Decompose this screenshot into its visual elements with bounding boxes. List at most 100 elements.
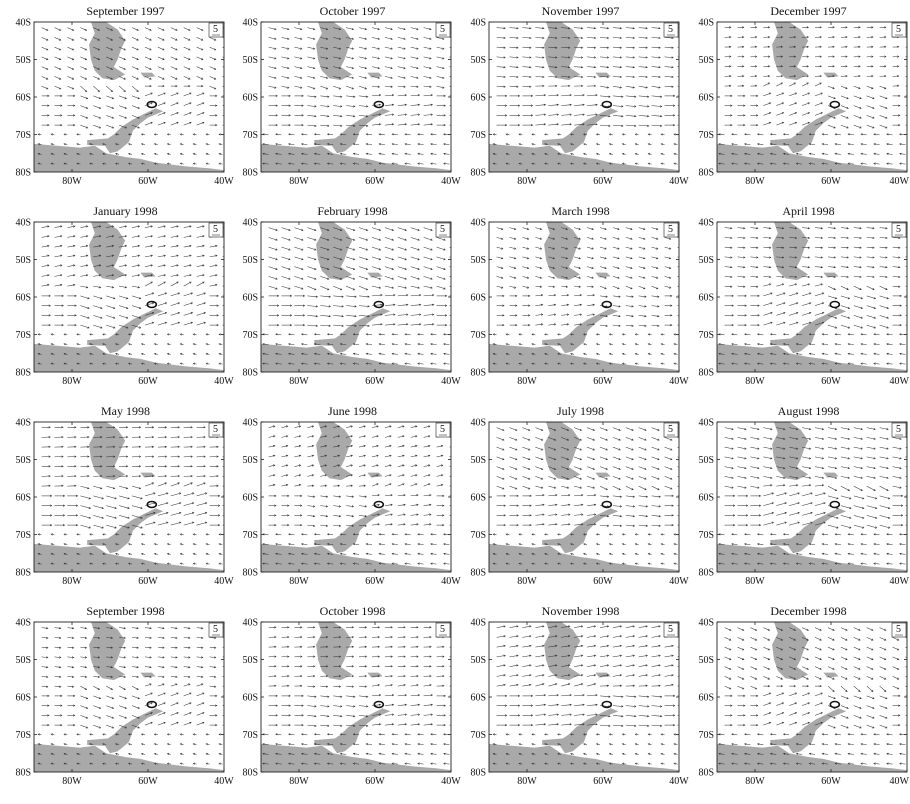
wind-arrowhead <box>608 95 611 98</box>
wind-arrowhead <box>871 36 874 39</box>
wind-arrowhead <box>552 276 556 279</box>
wind-arrowhead <box>768 266 772 269</box>
wind-arrowhead <box>731 294 734 297</box>
wind-arrowhead <box>794 102 798 105</box>
wind-vector <box>763 122 771 126</box>
wind-vector <box>731 363 738 365</box>
lat-tick-label: 80S <box>15 168 31 179</box>
map-panel: May 1998 5 40S 50S 60S 70S 80S 80W 60W 40W <box>0 400 234 600</box>
wind-vector <box>371 504 380 506</box>
wind-arrowhead <box>544 352 547 356</box>
wind-vector <box>757 163 764 165</box>
wind-arrowhead <box>391 162 394 165</box>
wind-arrowhead <box>111 254 115 257</box>
wind-arrowhead <box>314 238 317 241</box>
wind-arrowhead <box>179 521 182 524</box>
wind-arrowhead <box>376 474 379 477</box>
wind-vector <box>892 237 901 239</box>
wind-arrowhead <box>618 295 621 298</box>
wind-arrowhead <box>872 106 875 109</box>
wind-vector <box>106 56 113 60</box>
wind-arrowhead <box>860 143 863 146</box>
wind-arrowhead <box>338 505 342 508</box>
wind-arrowhead <box>140 516 143 519</box>
wind-vector <box>314 143 321 145</box>
wind-arrowhead <box>430 533 433 536</box>
wind-arrowhead <box>192 521 195 524</box>
wind-vector <box>776 312 786 316</box>
wind-vector <box>840 95 849 99</box>
wind-arrowhead <box>74 304 77 307</box>
wind-vector <box>358 266 368 270</box>
wind-vector <box>599 324 608 327</box>
wind-vector <box>93 46 100 51</box>
wind-arrowhead <box>647 162 650 165</box>
wind-arrowhead <box>442 504 445 507</box>
wind-vector <box>141 363 146 365</box>
wind-vector <box>41 284 50 287</box>
wind-vector <box>353 363 360 365</box>
wind-vector <box>612 266 620 269</box>
wind-arrowhead <box>555 66 558 69</box>
wind-arrowhead <box>794 227 798 230</box>
wind-arrowhead <box>743 227 746 230</box>
lat-tick-label: 70S <box>698 330 714 341</box>
wind-vector <box>307 276 317 280</box>
wind-arrowhead <box>377 57 380 60</box>
wind-vector <box>535 104 546 106</box>
wind-vector <box>170 46 178 51</box>
wind-arrowhead <box>164 435 168 439</box>
wind-arrowhead <box>301 152 304 155</box>
lat-tick-label: 80S <box>242 168 258 179</box>
wind-arrowhead <box>580 56 584 59</box>
wind-arrowhead <box>631 438 634 441</box>
wind-arrowhead <box>126 297 129 300</box>
wind-vector <box>294 76 302 79</box>
wind-arrowhead <box>744 333 747 336</box>
wind-arrowhead <box>593 66 597 69</box>
wind-vector <box>170 92 179 97</box>
reference-key-box <box>663 22 679 38</box>
wind-vector <box>612 295 621 298</box>
wind-arrowhead <box>138 487 142 490</box>
wind-arrowhead <box>177 445 180 448</box>
wind-vector <box>384 123 394 126</box>
site-marker-ellipse <box>829 100 841 109</box>
wind-vector <box>509 437 517 441</box>
wind-vector <box>443 543 450 545</box>
wind-arrowhead <box>417 543 420 546</box>
antarctica-landmass <box>34 143 224 172</box>
wind-arrowhead <box>136 77 139 80</box>
wind-arrowhead <box>274 494 277 497</box>
wind-vector <box>848 133 854 136</box>
wind-vector <box>41 76 49 80</box>
wind-arrowhead <box>175 58 178 61</box>
wind-arrowhead <box>731 304 734 307</box>
wind-arrowhead <box>84 38 88 41</box>
wind-arrowhead <box>352 352 356 355</box>
wind-vector <box>314 353 321 355</box>
wind-arrowhead <box>205 343 208 346</box>
wind-vector <box>848 353 854 355</box>
wind-vector <box>144 76 152 80</box>
wind-arrowhead <box>899 162 902 165</box>
wind-vector <box>170 102 179 106</box>
wind-arrowhead <box>215 274 218 277</box>
wind-arrowhead <box>98 274 102 277</box>
wind-arrowhead <box>417 352 420 355</box>
wind-arrowhead <box>441 464 444 467</box>
wind-arrowhead <box>48 324 51 327</box>
wind-arrowhead <box>190 292 194 295</box>
wind-vector <box>119 115 127 119</box>
wind-vector <box>638 227 646 230</box>
wind-arrowhead <box>327 277 330 280</box>
wind-vector <box>183 122 192 126</box>
wind-vector <box>268 256 278 260</box>
wind-arrowhead <box>365 288 369 291</box>
wind-vector <box>796 133 803 136</box>
wind-vector <box>281 435 288 438</box>
wind-vector <box>789 283 797 287</box>
wind-vector <box>119 324 128 329</box>
wind-arrowhead <box>834 297 838 300</box>
wind-vector <box>651 27 661 29</box>
